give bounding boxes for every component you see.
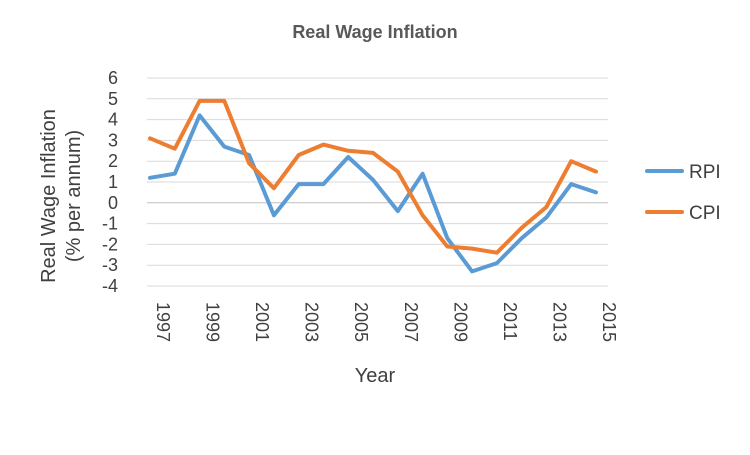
y-tick-label: -2 <box>102 234 118 254</box>
x-tick-label: 2003 <box>302 302 322 342</box>
x-tick-label: 2011 <box>500 302 520 341</box>
series-lines <box>148 98 598 274</box>
y-tick-label: 2 <box>108 151 118 171</box>
x-axis-ticks: 1997 1999 2001 2003 2005 2007 2009 2011 2013 2015 <box>153 302 619 342</box>
x-tick-label: 1997 <box>153 302 173 342</box>
x-tick-label: 2007 <box>401 302 421 342</box>
y-axis-label: Real Wage Inflation (% per annum) <box>38 109 85 283</box>
legend: RPI CPI <box>645 162 721 224</box>
y-tick-label: 6 <box>108 68 118 88</box>
y-axis-label-line-1: Real Wage Inflation <box>38 109 60 283</box>
series-line-rpi <box>148 113 598 274</box>
x-tick-label: 2013 <box>549 302 569 342</box>
x-tick-label: 1999 <box>203 302 223 342</box>
y-tick-label: 1 <box>108 172 118 192</box>
legend-label: RPI <box>689 162 721 183</box>
y-axis-label-line-2: (% per annum) <box>63 130 85 262</box>
x-tick-label: 2009 <box>450 302 470 342</box>
y-tick-label: -4 <box>102 276 118 296</box>
y-tick-label: 3 <box>108 130 118 150</box>
x-axis-label: Year <box>355 365 396 387</box>
x-tick-label: 2015 <box>599 302 619 342</box>
chart-title: Real Wage Inflation <box>292 22 457 42</box>
y-tick-label: 0 <box>108 193 118 213</box>
x-tick-label: 2005 <box>351 302 371 342</box>
x-tick-label: 2001 <box>252 302 272 342</box>
y-tick-label: -3 <box>102 255 118 275</box>
gridlines <box>147 77 608 287</box>
y-tick-label: 5 <box>108 89 118 109</box>
legend-label: CPI <box>689 203 721 224</box>
y-tick-label: -1 <box>102 214 118 234</box>
series-line-cpi <box>148 98 598 255</box>
y-tick-label: 4 <box>108 110 118 130</box>
